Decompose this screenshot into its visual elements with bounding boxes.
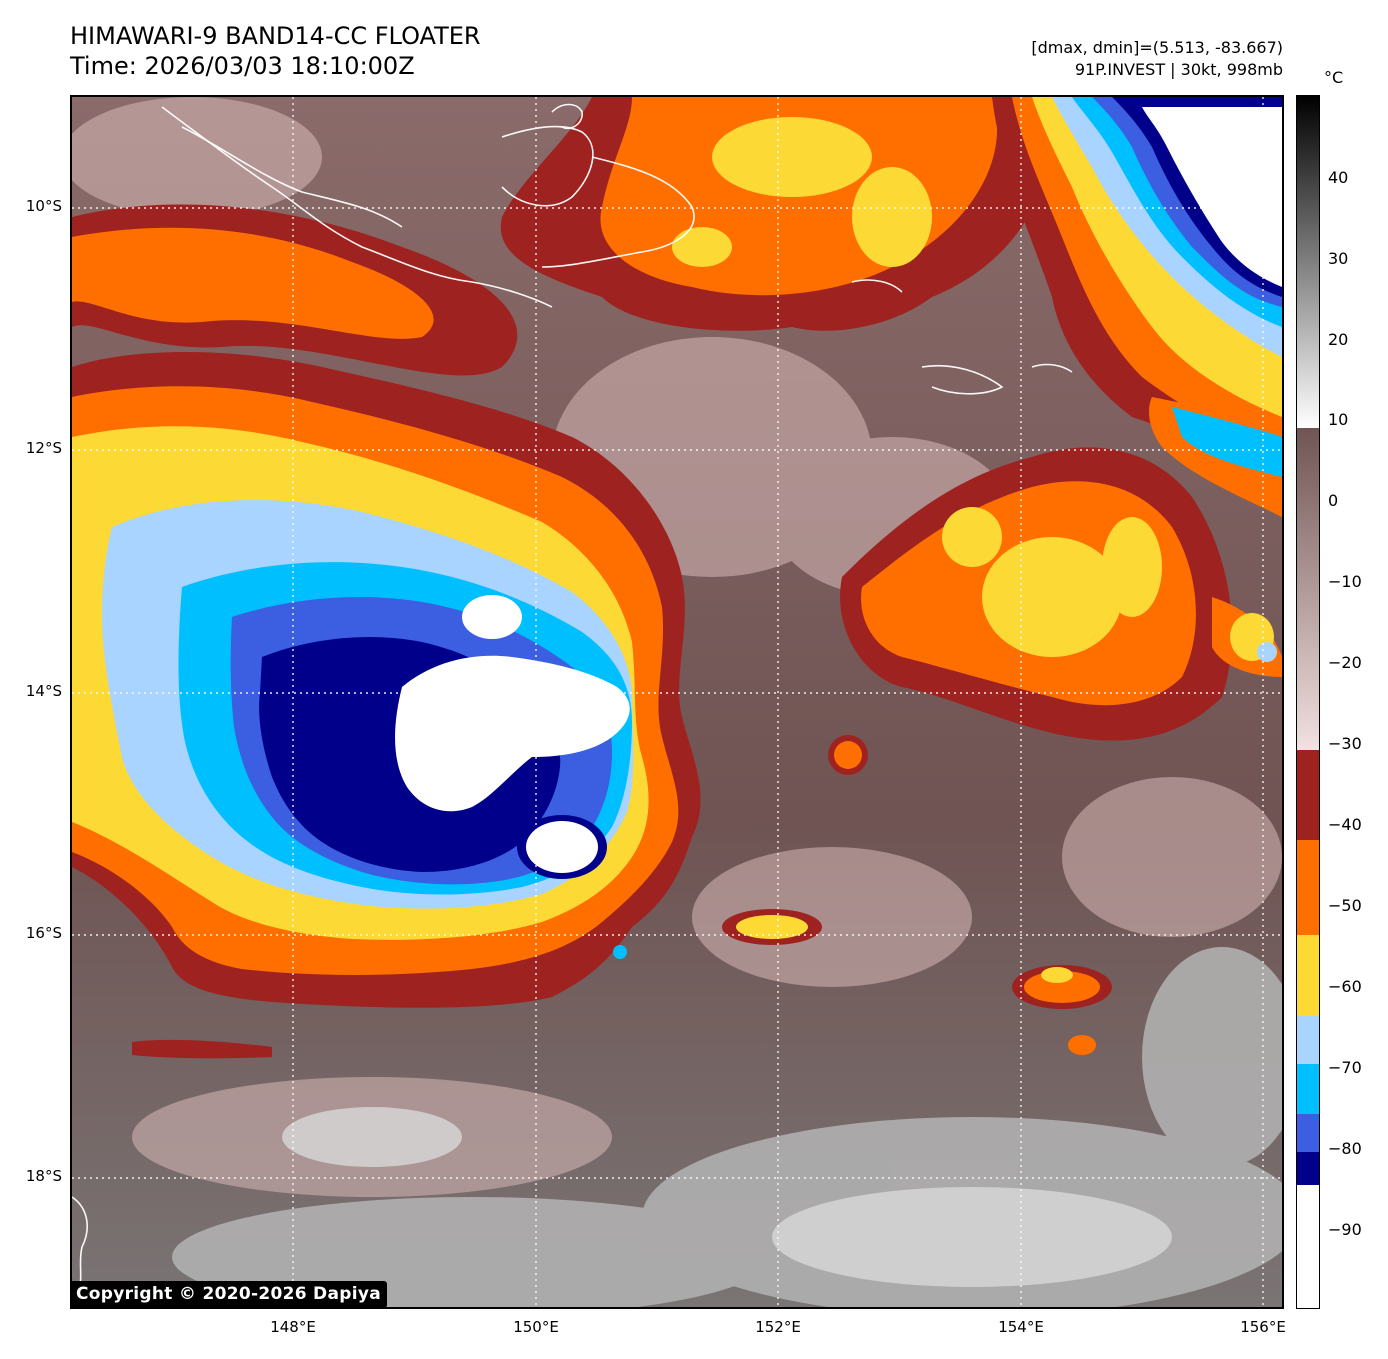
colorbar-tick-minus20: −20 (1328, 653, 1362, 672)
colorbar-tick-minus50: −50 (1328, 896, 1362, 915)
lon-label-152e: 152°E (755, 1318, 801, 1336)
colorbar-tick-10: 10 (1328, 410, 1349, 429)
lon-label-150e: 150°E (513, 1318, 559, 1336)
lon-label-148e: 148°E (270, 1318, 316, 1336)
colorbar-tick-minus70: −70 (1328, 1058, 1362, 1077)
colorbar (1296, 95, 1320, 1309)
colorbar-tick-20: 20 (1328, 330, 1349, 349)
map-time: Time: 2026/03/03 18:10:00Z (70, 52, 415, 80)
lat-label-12s: 12°S (25, 439, 62, 457)
colorbar-tick-minus90: −90 (1328, 1220, 1362, 1239)
copyright-badge: Copyright © 2020-2026 Dapiya (70, 1281, 387, 1308)
satellite-imagery (72, 97, 1282, 1307)
colorbar-tick-40: 40 (1328, 168, 1349, 187)
lat-label-18s: 18°S (25, 1167, 62, 1185)
lon-label-154e: 154°E (998, 1318, 1044, 1336)
satellite-map (70, 95, 1284, 1309)
colorbar-tick-30: 30 (1328, 249, 1349, 268)
colorbar-tick-minus80: −80 (1328, 1139, 1362, 1158)
colorbar-tick-minus30: −30 (1328, 734, 1362, 753)
colorbar-tick-minus10: −10 (1328, 572, 1362, 591)
colorbar-tick-minus60: −60 (1328, 977, 1362, 996)
lon-label-156e: 156°E (1240, 1318, 1286, 1336)
map-title: HIMAWARI-9 BAND14-CC FLOATER (70, 22, 481, 50)
lat-label-14s: 14°S (25, 682, 62, 700)
data-range: [dmax, dmin]=(5.513, -83.667) (1031, 38, 1283, 57)
lat-label-16s: 16°S (25, 924, 62, 942)
storm-info: 91P.INVEST | 30kt, 998mb (1074, 60, 1283, 79)
colorbar-tick-0: 0 (1328, 491, 1339, 510)
colorbar-gradient (1297, 96, 1319, 1308)
lat-label-10s: 10°S (25, 197, 62, 215)
colorbar-tick-minus40: −40 (1328, 815, 1362, 834)
colorbar-unit: °C (1324, 68, 1344, 87)
